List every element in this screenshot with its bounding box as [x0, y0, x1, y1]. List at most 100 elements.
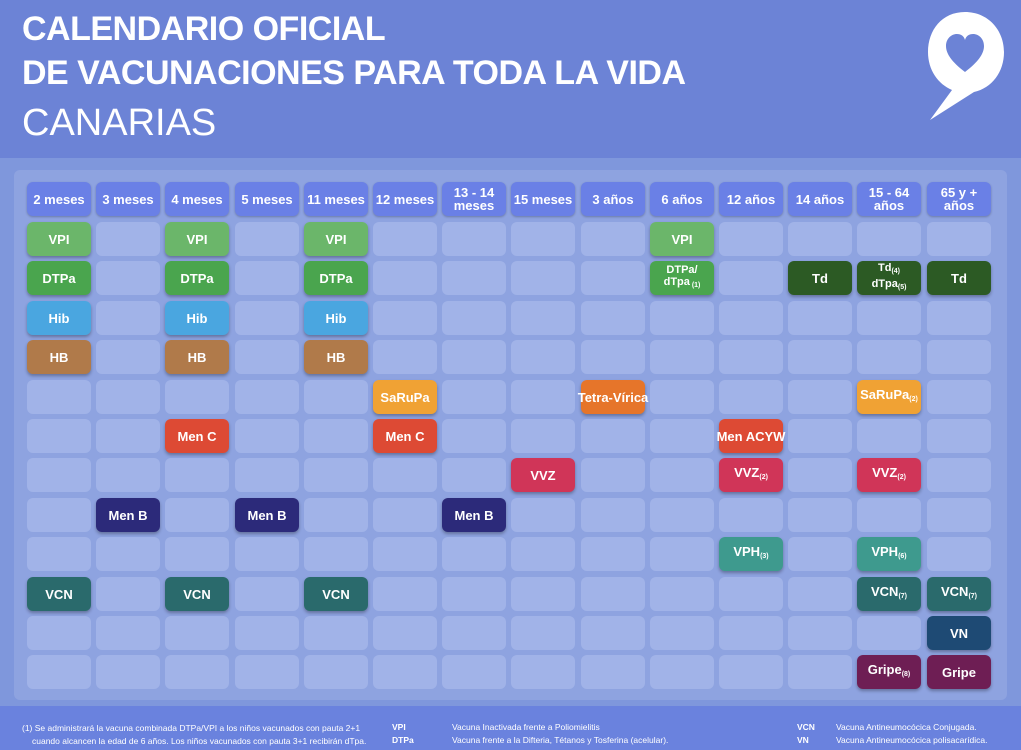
grid-cell	[719, 340, 783, 374]
grid-cell	[788, 498, 852, 532]
vaccine-vvz-badge: VVZ(2)	[719, 458, 783, 492]
grid-cell	[788, 655, 852, 689]
page-title-line2: DE VACUNACIONES PARA TODA LA VIDA	[22, 54, 686, 92]
grid-cell	[927, 458, 991, 492]
legend-abbr-vpi: VPI	[392, 722, 406, 732]
grid-cell	[857, 301, 921, 335]
grid-cell	[581, 577, 645, 611]
vaccine-hb-badge: HB	[304, 340, 368, 374]
footnote-line1: (1) Se administrará la vacuna combinada …	[22, 723, 361, 733]
grid-cell	[442, 340, 506, 374]
grid-cell	[96, 380, 160, 414]
grid-cell	[511, 655, 575, 689]
grid-cell	[511, 222, 575, 256]
grid-cell	[719, 616, 783, 650]
grid-cell	[650, 340, 714, 374]
grid-cell	[650, 537, 714, 571]
vaccine-hib-badge: Hib	[165, 301, 229, 335]
grid-cell	[581, 655, 645, 689]
grid-cell	[442, 655, 506, 689]
grid-cell	[373, 301, 437, 335]
grid-cell	[788, 419, 852, 453]
grid-cell	[650, 458, 714, 492]
grid-cell	[165, 380, 229, 414]
vaccine-sarupa-badge: SaRuPa	[373, 380, 437, 414]
grid-cell	[96, 419, 160, 453]
grid-cell	[511, 380, 575, 414]
grid-cell	[650, 616, 714, 650]
grid-cell	[442, 537, 506, 571]
footer-legend: (1) Se administrará la vacuna combinada …	[0, 706, 1021, 750]
age-header-5: 12 meses	[373, 182, 437, 216]
grid-cell	[165, 616, 229, 650]
grid-cell	[788, 222, 852, 256]
grid-cell	[788, 380, 852, 414]
grid-cell	[788, 616, 852, 650]
grid-cell	[27, 380, 91, 414]
grid-cell	[96, 261, 160, 295]
grid-cell	[719, 577, 783, 611]
vaccine-sarupa-badge: SaRuPa(2)	[857, 380, 921, 414]
grid-cell	[373, 616, 437, 650]
vaccine-men-b-badge: Men B	[235, 498, 299, 532]
vaccine-men-b-badge: Men B	[96, 498, 160, 532]
grid-cell	[235, 340, 299, 374]
vaccine-vpi-badge: VPI	[165, 222, 229, 256]
grid-cell	[788, 577, 852, 611]
grid-cell	[304, 380, 368, 414]
grid-cell	[442, 261, 506, 295]
grid-cell	[650, 655, 714, 689]
grid-cell	[235, 222, 299, 256]
grid-cell	[927, 222, 991, 256]
grid-cell	[719, 261, 783, 295]
grid-cell	[511, 498, 575, 532]
legend-abbr-dtpa: DTPa	[392, 735, 414, 745]
grid-cell	[442, 301, 506, 335]
vaccine-hb-badge: HB	[165, 340, 229, 374]
grid-cell	[581, 340, 645, 374]
grid-cell	[442, 380, 506, 414]
grid-cell	[442, 616, 506, 650]
age-header-0: 2 meses	[27, 182, 91, 216]
legend-desc-vn: Vacuna Antineumocócica polisacarídica.	[836, 735, 988, 745]
vaccine-dtpa-badge: DTPa	[165, 261, 229, 295]
grid-cell	[650, 498, 714, 532]
age-header-10: 12 años	[719, 182, 783, 216]
grid-cell	[27, 458, 91, 492]
vaccine-vcn-badge: VCN(7)	[857, 577, 921, 611]
vaccine-gripe-badge: Gripe(8)	[857, 655, 921, 689]
grid-cell	[788, 301, 852, 335]
grid-cell	[857, 498, 921, 532]
grid-cell	[581, 301, 645, 335]
age-header-8: 3 años	[581, 182, 645, 216]
grid-cell	[373, 498, 437, 532]
age-header-2: 4 meses	[165, 182, 229, 216]
grid-cell	[165, 537, 229, 571]
vaccine-vpi-badge: VPI	[650, 222, 714, 256]
grid-cell	[650, 577, 714, 611]
page-title-line1: CALENDARIO OFICIAL	[22, 10, 386, 48]
grid-cell	[27, 616, 91, 650]
grid-cell	[96, 222, 160, 256]
grid-cell	[304, 419, 368, 453]
grid-cell	[27, 537, 91, 571]
grid-cell	[373, 261, 437, 295]
grid-cell	[857, 616, 921, 650]
age-header-13: 65 y + años	[927, 182, 991, 216]
grid-cell	[304, 458, 368, 492]
age-header-7: 15 meses	[511, 182, 575, 216]
vaccine-td-badge: Td	[927, 261, 991, 295]
vaccine-vvz-badge: VVZ	[511, 458, 575, 492]
legend-abbr-vcn: VCN	[797, 722, 815, 732]
grid-cell	[511, 340, 575, 374]
grid-cell	[511, 261, 575, 295]
age-header-6: 13 - 14 meses	[442, 182, 506, 216]
grid-cell	[581, 616, 645, 650]
grid-cell	[581, 537, 645, 571]
grid-cell	[235, 616, 299, 650]
grid-cell	[27, 498, 91, 532]
grid-cell	[235, 458, 299, 492]
age-header-1: 3 meses	[96, 182, 160, 216]
grid-cell	[304, 537, 368, 571]
grid-cell	[304, 616, 368, 650]
